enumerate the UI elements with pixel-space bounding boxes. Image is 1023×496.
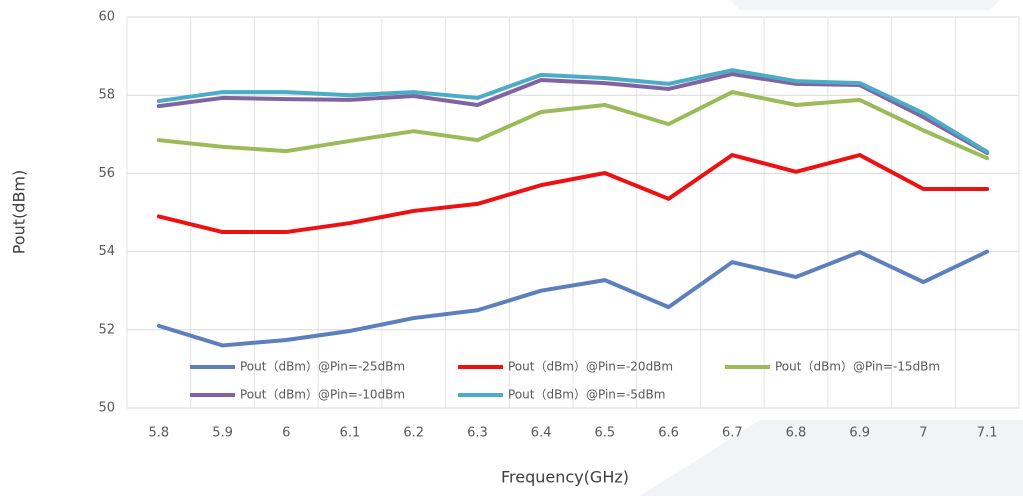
- x-tick-label: 7.1: [977, 426, 998, 441]
- watermark: [640, 420, 1023, 496]
- series-line: [156, 153, 990, 235]
- x-tick-label: 6.6: [658, 426, 679, 441]
- legend-label: Pout（dBm）@Pin=-20dBm: [508, 360, 673, 374]
- x-tick-label: 6.3: [467, 426, 488, 441]
- x-tick-label: 6.8: [786, 426, 807, 441]
- y-tick-label: 54: [98, 244, 115, 259]
- x-tick-label: 6.2: [403, 426, 424, 441]
- series-line: [156, 72, 990, 156]
- x-tick-label: 6.5: [595, 426, 616, 441]
- x-tick-label: 7: [919, 426, 927, 441]
- watermark: [730, 0, 1000, 10]
- series-line: [156, 68, 990, 154]
- y-tick-label: 60: [98, 10, 115, 25]
- x-axis-title: Frequency(GHz): [501, 468, 629, 487]
- series-line: [156, 249, 990, 348]
- x-tick-label: 5.8: [149, 426, 170, 441]
- series-line: [156, 90, 990, 161]
- y-tick-label: 50: [98, 401, 115, 416]
- y-tick-label: 56: [98, 166, 115, 181]
- y-axis-title: Pout(dBm): [10, 170, 29, 254]
- x-tick-label: 6: [282, 426, 290, 441]
- x-tick-label: 5.9: [212, 426, 233, 441]
- x-tick-label: 6.9: [849, 426, 870, 441]
- x-tick-label: 6.1: [340, 426, 361, 441]
- legend-label: Pout（dBm）@Pin=-25dBm: [240, 360, 405, 374]
- legend-label: Pout（dBm）@Pin=-10dBm: [240, 388, 405, 402]
- y-tick-label: 58: [98, 88, 115, 103]
- x-tick-label: 6.4: [531, 426, 552, 441]
- legend-label: Pout（dBm）@Pin=-5dBm: [508, 388, 665, 402]
- x-tick-label: 6.7: [722, 426, 743, 441]
- legend-label: Pout（dBm）@Pin=-15dBm: [775, 360, 940, 374]
- y-tick-label: 52: [98, 322, 115, 337]
